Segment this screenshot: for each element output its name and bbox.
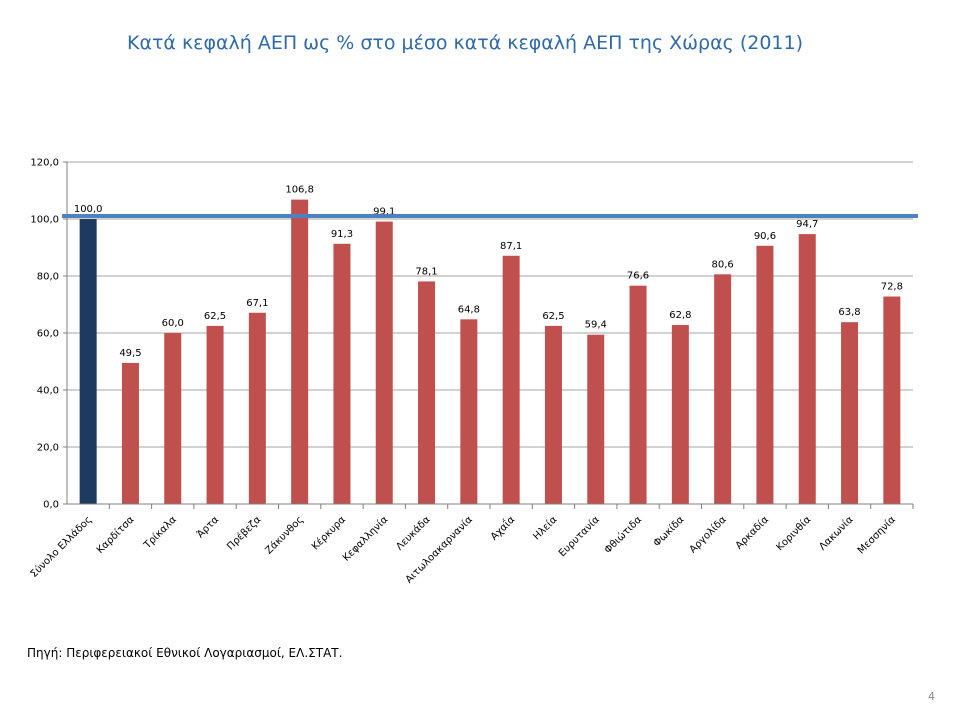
data-label: 78,1 — [415, 266, 437, 277]
x-tick-label: Ζάκυνθος — [263, 514, 306, 557]
bar — [798, 234, 816, 505]
y-tick-label: 40,0 — [37, 386, 59, 397]
bar — [248, 312, 266, 504]
bar — [883, 296, 901, 504]
bars — [79, 199, 901, 505]
data-label: 60,0 — [162, 318, 184, 329]
x-tick-label: Ηλεία — [531, 513, 560, 542]
x-tick-label: Μεσσηνία — [855, 513, 898, 556]
data-label: 100,0 — [74, 204, 103, 215]
y-tick-label: 60,0 — [37, 329, 59, 340]
data-label: 59,4 — [585, 320, 607, 331]
data-label: 87,1 — [500, 241, 522, 252]
bar — [756, 245, 774, 505]
bar — [671, 325, 689, 504]
x-tick-label: Ευρυτανία — [556, 513, 602, 559]
bar-chart: 0,0 20,0 40,0 60,0 80,0 100,0 120,0 100,0 49,5 6… — [28, 158, 918, 586]
y-tick-label: 0,0 — [43, 500, 59, 511]
x-tick-label: Φωκίδα — [651, 513, 687, 549]
gridlines — [67, 161, 913, 448]
x-tick-label: Λευκάδα — [394, 513, 433, 552]
x-tick-label: Τρίκαλα — [141, 513, 179, 551]
y-tick-label: 20,0 — [37, 443, 59, 454]
bar — [121, 362, 139, 504]
data-label: 64,8 — [458, 304, 480, 315]
chart-title: Κατά κεφαλή ΑΕΠ ως % στο μέσο κατά κεφαλ… — [126, 32, 804, 54]
bar — [714, 274, 732, 504]
y-axis-tick-labels: 0,0 20,0 40,0 60,0 80,0 100,0 120,0 — [30, 158, 59, 511]
data-label: 62,8 — [669, 310, 691, 321]
bar — [587, 334, 605, 504]
bar — [629, 285, 647, 504]
y-tick-label: 100,0 — [30, 215, 59, 226]
x-tick-label: Άρτα — [194, 513, 221, 540]
data-label: 49,5 — [119, 348, 141, 359]
bar — [502, 255, 520, 504]
x-tick-label: Πρέβεζα — [225, 513, 264, 552]
data-label: 106,8 — [285, 185, 314, 196]
bar — [375, 221, 393, 504]
page-number: 4 — [928, 690, 935, 703]
x-tick-label: Σύνολο Ελλάδος — [28, 514, 94, 580]
data-label: 91,3 — [331, 229, 353, 240]
data-label: 63,8 — [838, 307, 860, 318]
bar — [79, 219, 97, 504]
data-label: 62,5 — [204, 311, 226, 322]
x-tick-label: Κέρκυρα — [309, 513, 348, 552]
data-label: 62,5 — [542, 311, 564, 322]
x-tick-label: Λακωνία — [817, 513, 856, 552]
y-tick-label: 120,0 — [30, 158, 59, 169]
source-note: Πηγή: Περιφερειακοί Εθνικοί Λογαριασμοί,… — [27, 646, 343, 660]
x-tick-label: Αρκαδία — [733, 513, 771, 551]
data-label: 80,6 — [712, 259, 734, 270]
bar — [333, 243, 351, 505]
data-label: 94,7 — [796, 219, 818, 230]
data-labels: 100,0 49,5 60,0 62,5 67,1 106,8 91,3 99,1 78,1 64… — [74, 185, 903, 359]
bar — [418, 281, 436, 504]
bar — [291, 199, 309, 504]
bar — [164, 333, 182, 504]
y-tick-label: 80,0 — [37, 272, 59, 283]
bar — [460, 319, 478, 504]
x-tick-label: Κεφαλληνία — [340, 513, 390, 563]
x-tick-label: Αργολίδα — [687, 513, 729, 555]
data-label: 67,1 — [246, 298, 268, 309]
data-label: 72,8 — [881, 282, 903, 293]
x-tick-label: Καρδίτσα — [94, 513, 137, 556]
x-axis-tick-labels: Σύνολο Ελλάδος Καρδίτσα Τρίκαλα Άρτα Πρέβεζα… — [28, 512, 898, 586]
x-tick-label: Κορινθία — [774, 513, 814, 553]
bar — [544, 325, 562, 504]
bar — [841, 322, 859, 504]
x-tick-label: Αχαΐα — [487, 512, 518, 543]
data-label: 99,1 — [373, 207, 395, 218]
axes — [63, 161, 914, 509]
data-label: 90,6 — [754, 231, 776, 242]
x-tick-label: Φθιώτιδα — [602, 513, 645, 556]
bar — [206, 325, 224, 504]
data-label: 76,6 — [627, 271, 649, 282]
